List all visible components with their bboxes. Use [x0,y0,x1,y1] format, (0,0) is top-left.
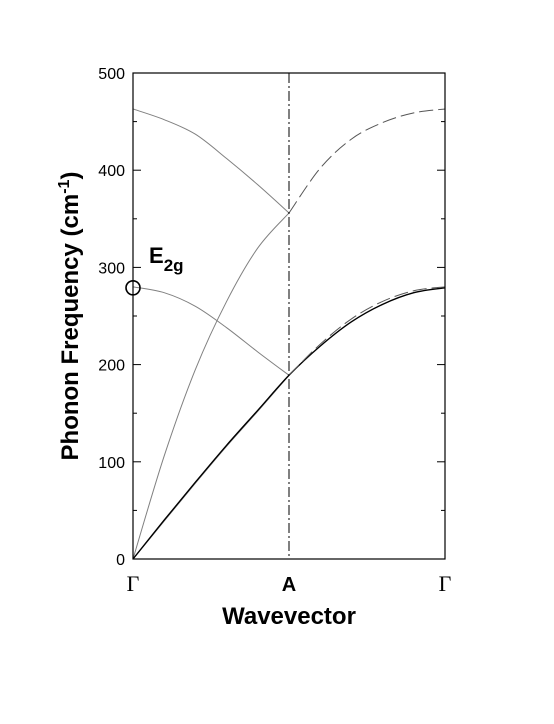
dispersion-branch-1 [132,108,290,214]
y-tick-label: 400 [98,163,125,180]
y-axis-title-close: ) [57,172,84,180]
y-axis-title-sup: -1 [56,179,73,193]
y-axis-title: Phonon Frequency (cm-1) [56,172,84,461]
dispersion-branch-4 [132,374,290,560]
y-tick-label: 300 [98,260,125,277]
y-tick-label: 500 [98,66,125,83]
y-tick-label: 100 [98,455,125,472]
plot-frame [132,72,446,560]
dispersion-branch-6 [288,108,446,214]
e2g-label-main: E [149,243,164,268]
dispersion-branch-7 [288,286,446,376]
x-tick-label: Γ [127,571,140,596]
dispersion-branch-2 [132,286,290,376]
y-tick-label: 0 [116,552,125,569]
x-tick-label: Γ [439,571,452,596]
e2g-label-sub: 2g [164,256,184,275]
dispersion-branch-3 [132,212,290,560]
y-axis-title-main: Phonon Frequency (cm [57,194,84,461]
e2g-label: E2g [149,243,184,275]
e2g-marker [125,280,141,296]
ticks: 0 100 200 300 400 500 Γ A Γ [98,66,451,596]
y-tick-label: 200 [98,358,125,375]
x-tick-label: A [282,574,296,596]
x-axis-title: Wavevector [222,603,356,630]
